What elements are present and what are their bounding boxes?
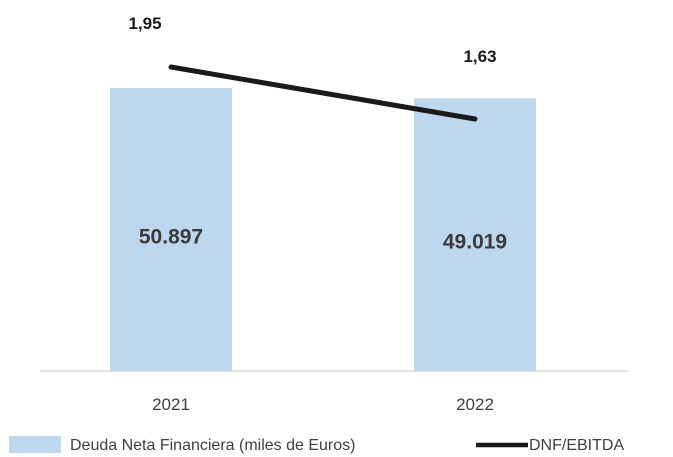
- legend: Deuda Neta Financiera (miles de Euros) D…: [9, 436, 624, 454]
- bar-value-label-2021: 50.897: [139, 226, 203, 249]
- legend-label-bar: Deuda Neta Financiera (miles de Euros): [70, 437, 355, 454]
- bar-2021: [110, 88, 232, 371]
- legend-swatch-bar: [9, 436, 61, 453]
- x-tick-label-2022: 2022: [456, 395, 494, 414]
- line-value-label-2021: 1,95: [128, 14, 161, 33]
- line-value-label-2022: 1,63: [463, 47, 496, 66]
- bar-value-label-2022: 49.019: [443, 230, 507, 253]
- bar-2022: [414, 98, 536, 372]
- legend-label-line: DNF/EBITDA: [529, 437, 624, 454]
- x-tick-label-2021: 2021: [152, 395, 190, 414]
- dnf-ebitda-line: [168, 64, 478, 122]
